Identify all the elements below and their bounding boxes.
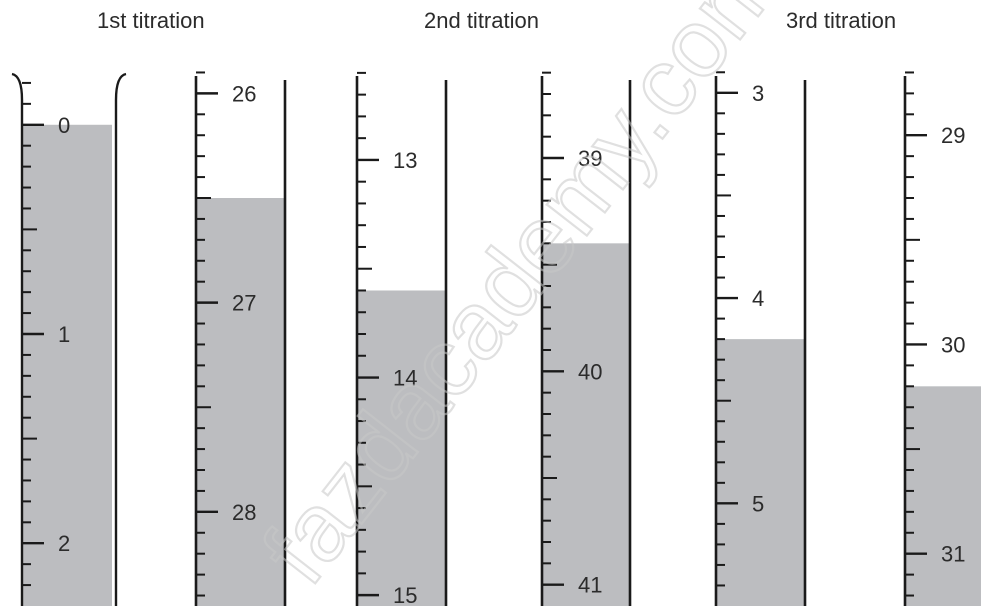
- liquid-column: [357, 290, 446, 606]
- scale-label: 0: [58, 113, 70, 138]
- scale-label: 29: [941, 123, 965, 148]
- tube-right-wall: [114, 72, 127, 606]
- burette-3-initial: 3 4 5: [714, 71, 807, 606]
- scale-label: 27: [232, 291, 256, 316]
- scale-label: 39: [578, 146, 602, 171]
- titration-1-heading: 1st titration: [97, 8, 205, 33]
- scale-label: 14: [393, 366, 417, 391]
- burette-2-final: 39 40 41: [540, 71, 632, 606]
- scale-label: 3: [752, 81, 764, 106]
- scale-label: 5: [752, 491, 764, 516]
- scale-label: 1: [58, 322, 70, 347]
- scale-label: 41: [578, 573, 602, 598]
- liquid-column: [22, 124, 112, 606]
- scale-label: 30: [941, 332, 965, 357]
- liquid-column: [716, 339, 805, 606]
- scale-label: 26: [232, 81, 256, 106]
- tube-left-wall: [11, 72, 24, 606]
- scale-label: 31: [941, 542, 965, 567]
- liquid-column: [196, 198, 285, 606]
- burette-2-initial: 13 14 15: [355, 71, 448, 606]
- scale-label: 4: [752, 286, 764, 311]
- burette-1-initial: 0 1 2: [11, 72, 127, 606]
- burette-3-final: 29 30 31: [903, 71, 981, 606]
- scale-label: 13: [393, 148, 417, 173]
- titration-2-heading: 2nd titration: [424, 8, 539, 33]
- burette-1-final: 26 27 28: [194, 71, 287, 606]
- liquid-column: [542, 243, 630, 606]
- scale-label: 28: [232, 500, 256, 525]
- scale-label: 2: [58, 531, 70, 556]
- titration-3-heading: 3rd titration: [786, 8, 897, 33]
- liquid-column: [905, 386, 981, 606]
- scale-label: 40: [578, 359, 602, 384]
- scale-label: 15: [393, 583, 417, 606]
